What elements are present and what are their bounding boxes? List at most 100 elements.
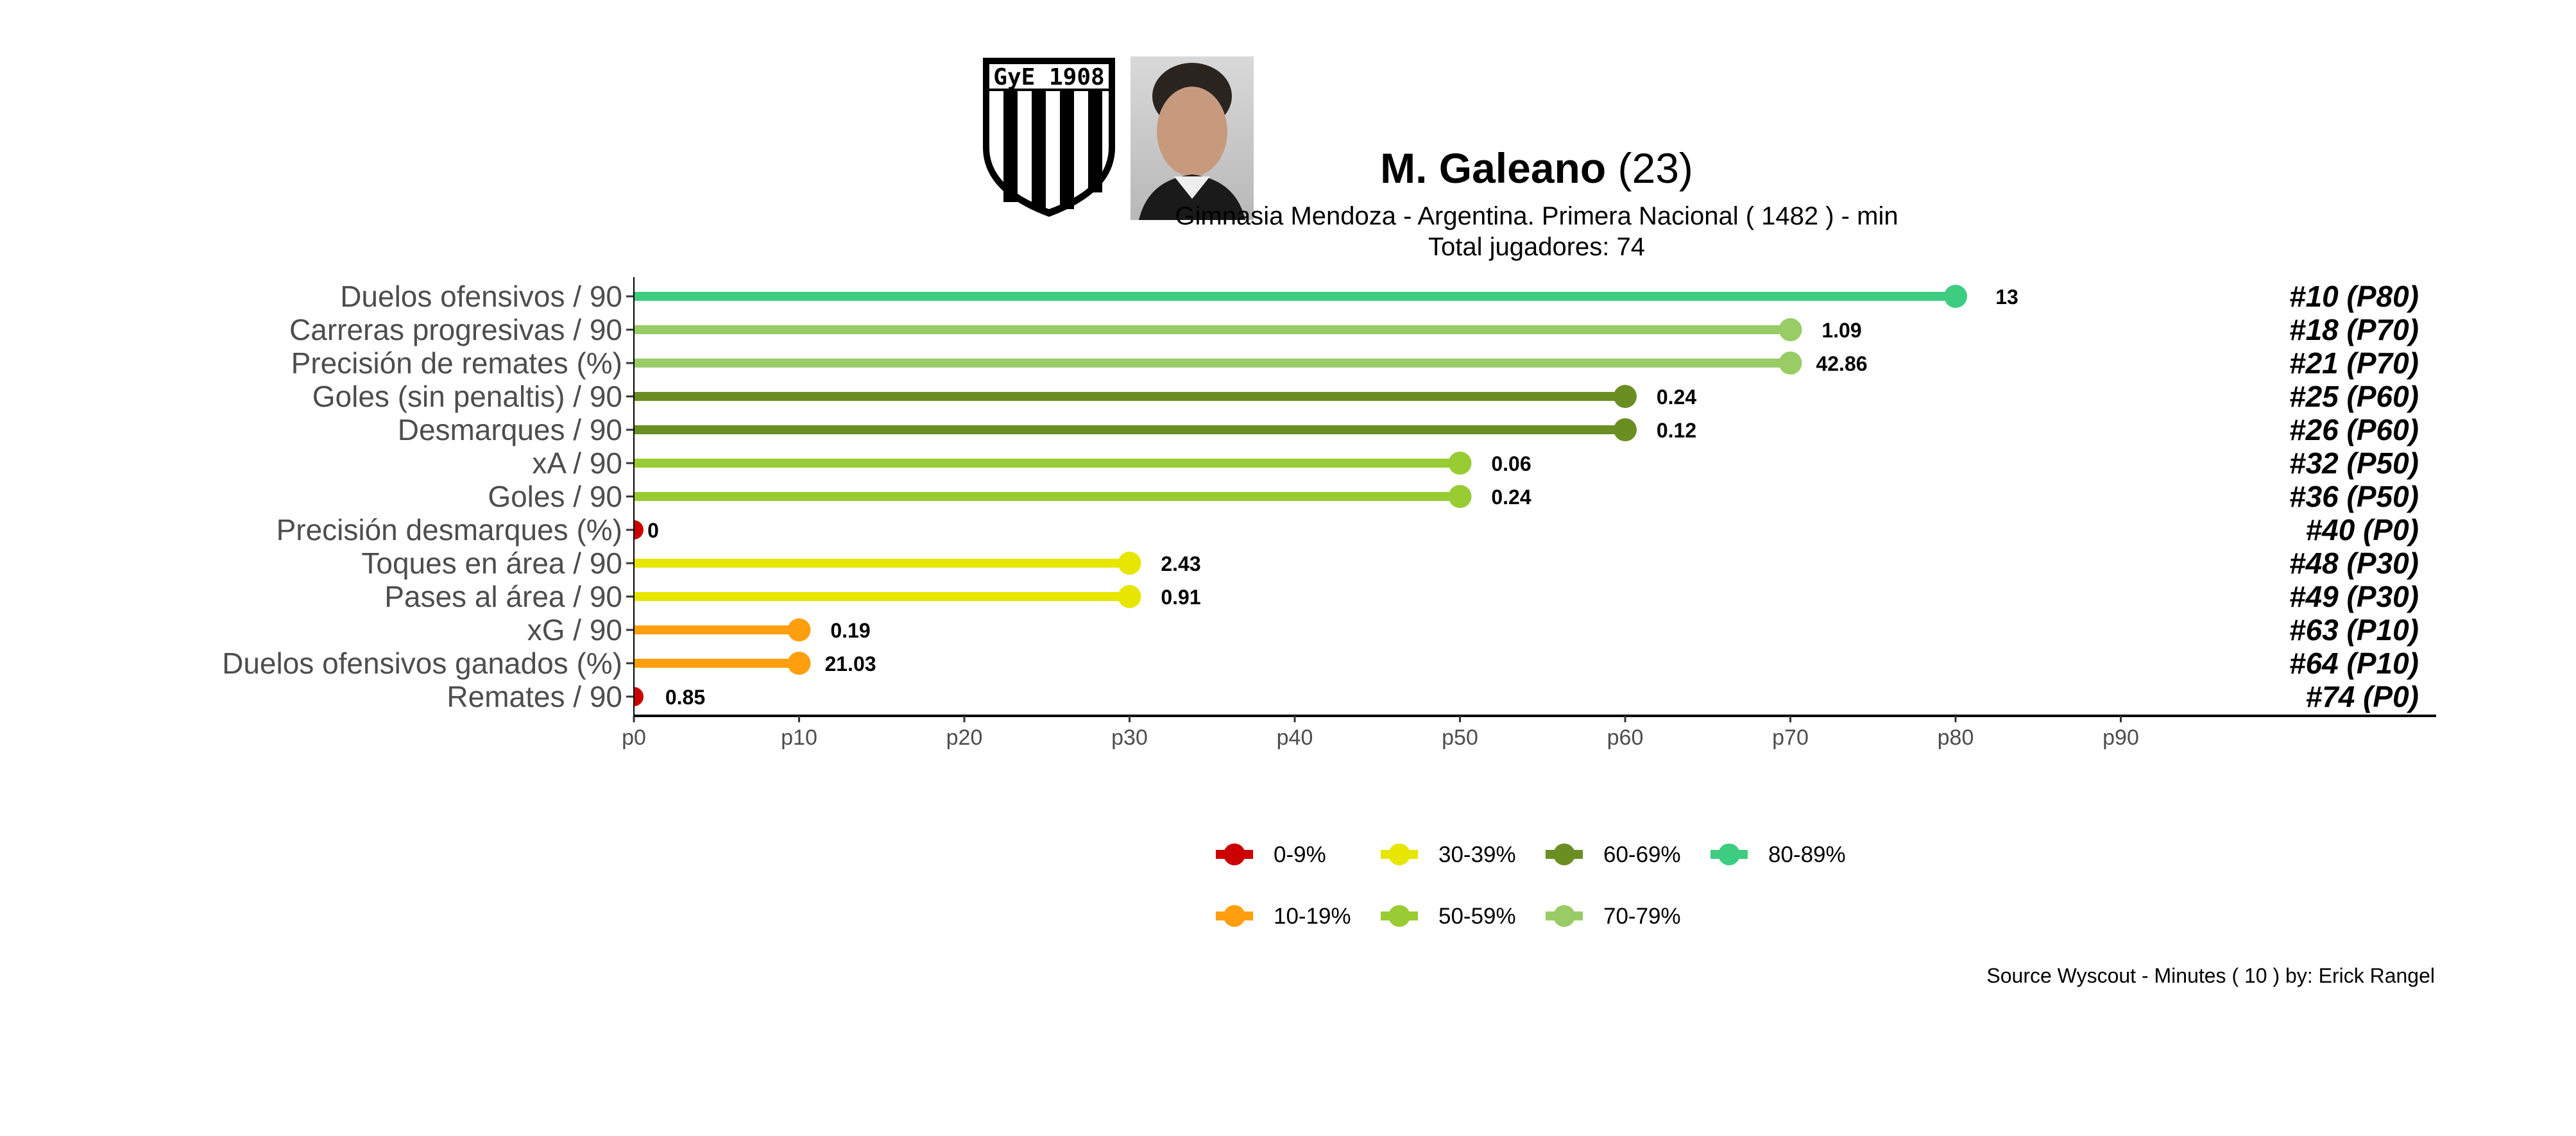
data-label: 0.91	[1161, 586, 1200, 609]
legend-label: 60-69%	[1603, 842, 1681, 867]
legend-label: 0-9%	[1274, 842, 1326, 867]
data-label: 0.85	[665, 686, 705, 709]
legend-item: 10-19%	[1216, 904, 1351, 929]
lollipop-dot	[1614, 385, 1637, 408]
chart-row: Goles (sin penaltis) / 90 0.24 #25 (P60)	[312, 380, 2419, 413]
player-photo	[1130, 56, 1254, 220]
lollipop-dot	[787, 618, 811, 641]
y-tick-label: Toques en área / 90	[361, 547, 622, 580]
data-label: 0.24	[1491, 486, 1531, 509]
legend-key-dot	[1553, 905, 1575, 927]
x-tick-label: p30	[1111, 725, 1148, 750]
lollipop-dot	[1944, 285, 1967, 308]
legend-item: 50-59%	[1381, 904, 1516, 929]
legend: 0-9% 30-39% 60-69% 80-89% 10-19% 50-59% 70-79%	[1216, 842, 1846, 929]
legend-key-dot	[1388, 844, 1410, 865]
chart-row: Duelos ofensivos ganados (%) 21.03 #64 (P1…	[222, 647, 2419, 680]
data-label: 13	[1995, 285, 2018, 309]
lollipop-dot	[634, 520, 644, 539]
chart-row: Duelos ofensivos / 90 13 #10 (P80)	[340, 280, 2419, 313]
legend-key-dot	[1718, 844, 1740, 865]
plot-rows: Duelos ofensivos / 90 13 #10 (P80) Carreras…	[222, 280, 2419, 713]
x-tick-label: p80	[1938, 725, 1974, 750]
legend-item: 0-9%	[1216, 842, 1326, 867]
x-tick-label: p0	[622, 725, 646, 750]
club-logo-text: GyE 1908	[993, 64, 1104, 90]
y-tick-label: Carreras progresivas / 90	[289, 313, 622, 346]
legend-label: 10-19%	[1274, 904, 1351, 929]
club-logo: GyE 1908	[983, 58, 1115, 217]
legend-item: 30-39%	[1381, 842, 1516, 867]
y-tick-label: xA / 90	[532, 446, 622, 480]
y-tick-label: Desmarques / 90	[398, 413, 622, 446]
rank-label: #10 (P80)	[2289, 280, 2419, 313]
rank-label: #21 (P70)	[2289, 346, 2419, 380]
data-label: 0.19	[830, 619, 870, 642]
lollipop-dot	[1614, 418, 1637, 441]
lollipop-dot	[1778, 318, 1802, 341]
rank-label: #18 (P70)	[2289, 313, 2419, 346]
y-tick-label: Duelos ofensivos / 90	[340, 280, 622, 313]
legend-key-dot	[1224, 905, 1245, 927]
legend-label: 80-89%	[1768, 842, 1846, 867]
legend-key-dot	[1553, 844, 1575, 865]
chart-row: Pases al área / 90 0.91 #49 (P30)	[384, 580, 2419, 613]
rank-label: #48 (P30)	[2289, 547, 2419, 580]
rank-label: #36 (P50)	[2289, 480, 2419, 513]
y-tick-label: Remates / 90	[447, 680, 622, 713]
lollipop-dot	[1118, 585, 1141, 608]
chart-row: Precisión de remates (%) 42.86 #21 (P70)	[291, 346, 2419, 380]
lollipop-dot	[1448, 485, 1472, 508]
y-tick-label: xG / 90	[527, 613, 622, 647]
legend-item: 60-69%	[1546, 842, 1681, 867]
rank-label: #64 (P10)	[2289, 647, 2419, 680]
chart-subtitle-line2: Total jugadores: 74	[1428, 233, 1645, 261]
y-tick-label: Precisión desmarques (%)	[277, 513, 622, 547]
rank-label: #74 (P0)	[2306, 680, 2419, 713]
data-label: 42.86	[1816, 352, 1867, 375]
chart-row: Remates / 90 0.85 #74 (P0)	[447, 680, 2419, 713]
chart-title: M. Galeano (23)	[1380, 144, 1693, 192]
legend-label: 70-79%	[1603, 904, 1681, 929]
x-tick-label: p40	[1277, 725, 1313, 750]
player-age	[1606, 144, 1617, 192]
legend-key-dot	[1388, 905, 1410, 927]
data-label: 2.43	[1161, 552, 1200, 575]
chart-row: xA / 90 0.06 #32 (P50)	[532, 446, 2419, 480]
chart-row: Desmarques / 90 0.12 #26 (P60)	[398, 413, 2419, 446]
data-label: 1.09	[1821, 319, 1861, 342]
data-label: 0.24	[1657, 386, 1696, 409]
legend-item: 70-79%	[1546, 904, 1681, 929]
rank-label: #26 (P60)	[2289, 413, 2419, 446]
x-tick-label: p90	[2103, 725, 2139, 750]
x-tick-label: p10	[781, 725, 817, 750]
chart-row: Goles / 90 0.24 #36 (P50)	[488, 480, 2419, 513]
data-label: 0.06	[1491, 452, 1531, 475]
y-tick-label: Pases al área / 90	[384, 580, 622, 613]
legend-item: 80-89%	[1710, 842, 1846, 867]
data-label: 21.03	[824, 652, 876, 675]
chart-row: xG / 90 0.19 #63 (P10)	[527, 613, 2419, 647]
y-tick-label: Goles (sin penaltis) / 90	[312, 380, 622, 413]
y-tick-label: Duelos ofensivos ganados (%)	[222, 647, 622, 680]
rank-label: #49 (P30)	[2289, 580, 2419, 613]
club-shield-stripes	[1003, 90, 1102, 209]
data-label: 0	[647, 519, 659, 542]
rank-label: #32 (P50)	[2289, 446, 2419, 480]
rank-label: #25 (P60)	[2289, 380, 2419, 413]
player-name: M. Galeano	[1380, 144, 1606, 192]
player-age-value: (23)	[1618, 144, 1693, 192]
rank-label: #63 (P10)	[2289, 613, 2419, 647]
chart-row: Toques en área / 90 2.43 #48 (P30)	[361, 547, 2419, 580]
lollipop-dot	[634, 687, 644, 706]
chart-caption: Source Wyscout - Minutes ( 10 ) by: Eric…	[1986, 964, 2435, 987]
chart-subtitle-line1: Gimnasia Mendoza - Argentina. Primera Na…	[1175, 202, 1898, 230]
x-axis: p0 p10 p20 p30 p40 p50 p60 p70 p80 p90	[622, 277, 2436, 750]
x-tick-label: p70	[1772, 725, 1809, 750]
x-tick-label: p20	[946, 725, 983, 750]
legend-label: 50-59%	[1438, 904, 1516, 929]
rank-label: #40 (P0)	[2306, 513, 2419, 547]
y-tick-label: Precisión de remates (%)	[291, 346, 622, 380]
data-label: 0.12	[1657, 419, 1696, 442]
